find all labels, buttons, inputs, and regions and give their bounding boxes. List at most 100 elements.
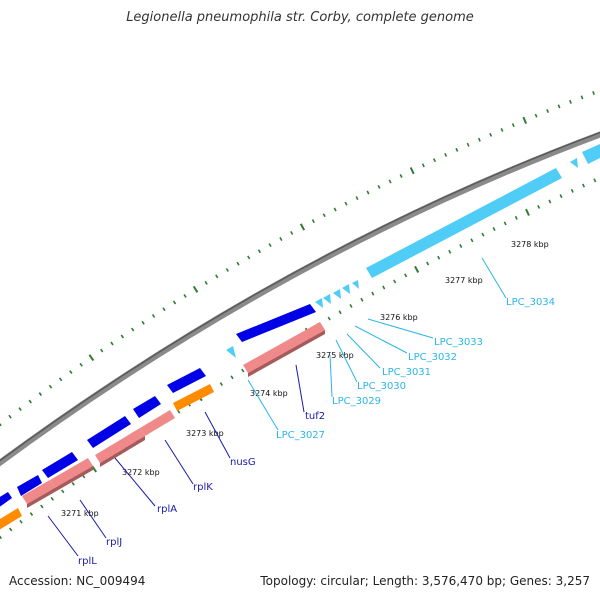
outer-tick [279, 237, 283, 241]
rrna-feature[interactable] [243, 322, 325, 373]
outer-tick [290, 230, 294, 235]
outer-tick [444, 152, 448, 157]
gene-label-rplL[interactable]: rplL [78, 556, 97, 567]
outer-tick [366, 190, 370, 195]
accession-label: Accession: NC_009494 [9, 574, 146, 588]
cds-reverse-feature[interactable] [226, 346, 236, 358]
inner-tick [327, 316, 331, 321]
forward-cds-track [0, 304, 316, 508]
leader-line [295, 364, 305, 413]
cds-reverse-feature[interactable] [570, 158, 578, 168]
cds-reverse-feature[interactable] [315, 298, 323, 308]
rrna-feature[interactable] [50, 458, 93, 488]
outer-tick [322, 213, 326, 218]
kbp-labels: 3271 kbp 3272 kbp 3273 kbp 3274 kbp 3275… [61, 240, 549, 518]
cds-reverse-feature[interactable] [323, 294, 331, 304]
inner-tick [71, 481, 75, 486]
leader-line [164, 439, 194, 485]
inner-tick [437, 255, 441, 260]
outer-tick [215, 274, 219, 279]
gene-label-LPC_3034[interactable]: LPC_3034 [506, 297, 555, 308]
cds-reverse-feature[interactable] [366, 168, 562, 278]
outer-tick [355, 196, 359, 201]
leader-line [47, 515, 79, 557]
rrna-shadow [100, 436, 145, 467]
outer-tick [511, 123, 515, 128]
cds-reverse-feature[interactable] [582, 144, 600, 164]
cds-forward-feature[interactable] [17, 475, 42, 496]
leader-lines [47, 257, 507, 557]
outer-tick [204, 280, 208, 285]
gene-label-LPC_3032[interactable]: LPC_3032 [408, 352, 457, 363]
outer-tick [432, 158, 437, 163]
gene-label-rplJ[interactable]: rplJ [106, 537, 122, 548]
map-title: Legionella pneumophila str. Corby, compl… [126, 10, 474, 25]
inner-tick [448, 249, 452, 254]
gene-label-rplK[interactable]: rplK [193, 482, 213, 493]
gene-label-LPC_3033[interactable]: LPC_3033 [434, 337, 483, 348]
cds-forward-feature[interactable] [236, 304, 316, 342]
outer-tick [38, 392, 43, 396]
outer-tick [557, 104, 561, 109]
rrna-feature[interactable] [140, 410, 175, 436]
cds-forward-feature[interactable] [167, 368, 206, 393]
inner-tick [404, 273, 408, 278]
gene-label-LPC_3030[interactable]: LPC_3030 [357, 381, 406, 392]
trna-feature[interactable] [0, 508, 22, 530]
inner-tick [0, 535, 3, 540]
inner-tick [382, 285, 386, 290]
gene-label-LPC_3027[interactable]: LPC_3027 [276, 430, 325, 441]
rrna-shadow [27, 466, 93, 508]
leader-line [79, 499, 107, 539]
outer-tick [580, 95, 584, 100]
leader-line [346, 333, 381, 369]
outer-tick [477, 137, 481, 142]
cds-forward-feature[interactable] [87, 416, 131, 448]
rrna-feature[interactable] [95, 428, 145, 463]
trna-feature[interactable] [173, 384, 214, 411]
kbp-label: 3278 kbp [511, 240, 549, 249]
inner-tick [570, 188, 574, 193]
leader-line [329, 354, 333, 398]
outer-tick [0, 423, 2, 427]
cds-reverse-feature[interactable] [333, 289, 341, 299]
cds-reverse-feature[interactable] [342, 284, 350, 294]
gene-label-rplA[interactable]: rplA [157, 504, 177, 515]
inner-tick [50, 496, 55, 501]
outer-tick [120, 334, 124, 339]
outer-tick [299, 223, 306, 231]
outer-tick [489, 132, 493, 137]
outer-tick [58, 377, 63, 382]
cds-forward-feature[interactable] [0, 492, 12, 508]
gene-label-tuf2[interactable]: tuf2 [305, 411, 325, 422]
cds-forward-feature[interactable] [42, 452, 78, 478]
outer-tick [79, 362, 83, 367]
inner-tick [349, 303, 353, 308]
inner-tick [537, 204, 541, 209]
gene-label-LPC_3029[interactable]: LPC_3029 [332, 396, 381, 407]
leader-line [114, 457, 156, 507]
cds-reverse-feature[interactable] [352, 280, 359, 289]
inner-tick [241, 368, 245, 373]
outer-tick [247, 255, 251, 260]
outer-tick [311, 219, 315, 224]
outer-tick [399, 174, 403, 178]
rrna-feature[interactable] [22, 480, 55, 504]
outer-tick [151, 313, 156, 318]
gene-labels: rplL rplJ rplA rplK nusG tuf2 LPC_3027 L… [78, 297, 555, 567]
inner-tick [219, 382, 223, 387]
outer-tick [466, 142, 470, 147]
outer-tick [534, 113, 538, 118]
inner-tick [426, 261, 430, 266]
kbp-label: 3273 kbp [186, 429, 224, 438]
rrna-shadow [248, 330, 325, 377]
outer-tick [377, 184, 381, 189]
gene-label-LPC_3031[interactable]: LPC_3031 [382, 367, 431, 378]
cds-forward-feature[interactable] [133, 396, 161, 418]
outer-tick [409, 167, 415, 175]
outer-tick [192, 285, 199, 293]
inner-tick [414, 265, 420, 273]
gene-label-nusG[interactable]: nusG [230, 457, 256, 468]
outer-tick [257, 249, 261, 254]
kbp-label: 3271 kbp [61, 509, 99, 518]
